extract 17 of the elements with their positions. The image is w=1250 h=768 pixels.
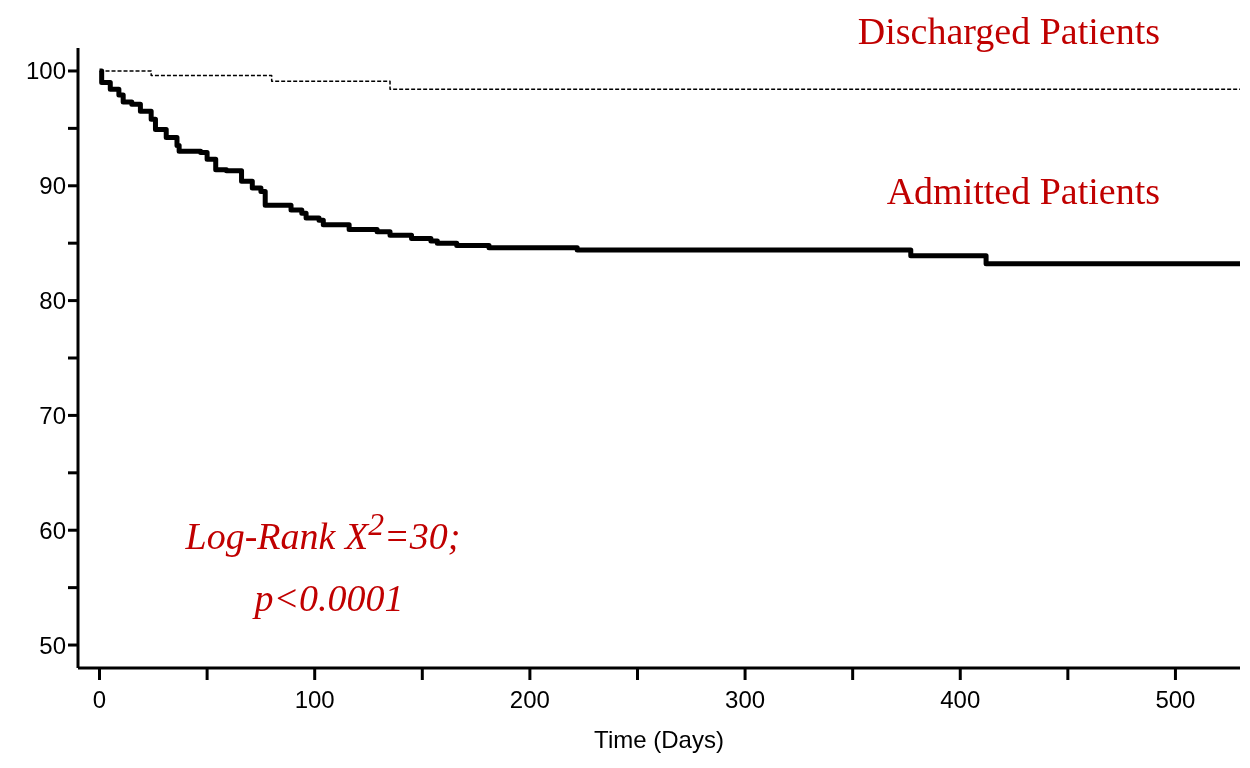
annotation: p<0.0001 [254,576,404,621]
series-label: Admitted Patients [886,168,1160,213]
y-tick-label: 80 [39,287,66,315]
annotation: Log-Rank X$^{2}$=30; [185,507,461,558]
x-tick-label: 400 [940,686,981,713]
x-tick-label: 200 [509,686,550,713]
series-label: Discharged Patients [857,9,1160,54]
y-tick-label: 60 [39,516,66,544]
x-tick-label: 500 [1155,686,1196,713]
y-tick-label: 50 [39,631,66,659]
x-axis-title: Time (Days) [594,726,724,753]
x-tick-label: 0 [92,686,107,713]
y-tick-label: 70 [39,401,66,429]
x-tick-label: 300 [725,686,766,713]
y-tick-label: 100 [25,57,66,85]
x-tick-label: 100 [294,686,335,713]
y-tick-label: 90 [39,172,66,200]
